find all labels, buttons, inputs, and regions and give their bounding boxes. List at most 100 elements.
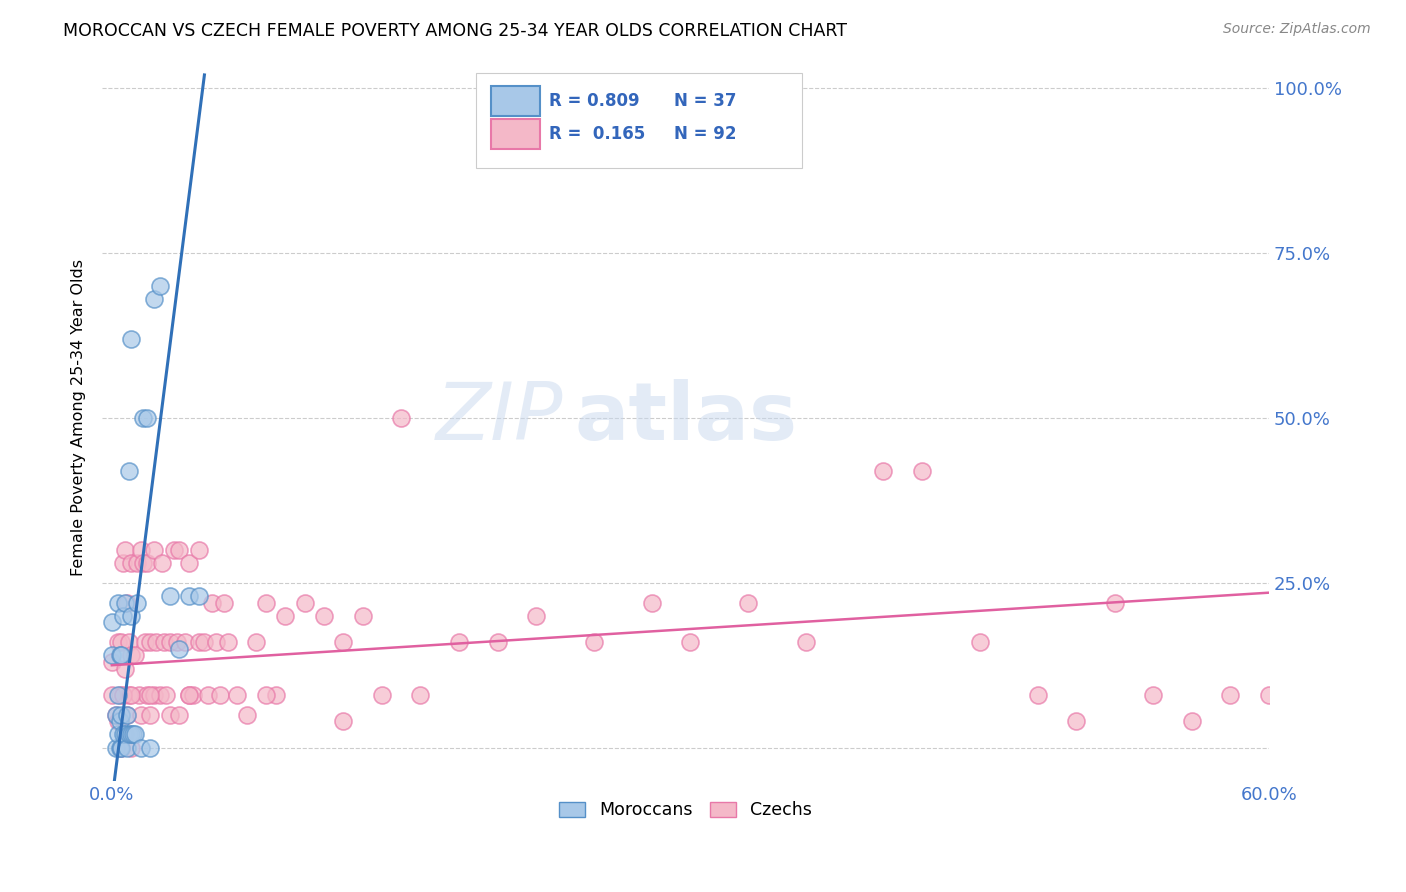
Point <box>101 615 124 630</box>
Point <box>107 714 129 729</box>
Point <box>294 596 316 610</box>
Point <box>101 648 124 663</box>
Point <box>312 608 335 623</box>
Point <box>1104 596 1126 610</box>
Point <box>582 635 605 649</box>
Point <box>177 688 200 702</box>
Point <box>104 707 127 722</box>
Point <box>911 464 934 478</box>
Point <box>129 707 152 722</box>
Text: N = 37: N = 37 <box>673 92 737 110</box>
Point <box>110 740 132 755</box>
Point <box>149 688 172 702</box>
Point <box>145 635 167 649</box>
Point <box>118 464 141 478</box>
Point <box>110 707 132 722</box>
Point <box>872 464 894 478</box>
Point <box>134 635 156 649</box>
Text: ZIP: ZIP <box>436 379 562 457</box>
Point <box>110 740 132 755</box>
Point <box>205 635 228 649</box>
Point <box>114 596 136 610</box>
Point <box>201 596 224 610</box>
Point <box>187 635 209 649</box>
Point <box>107 688 129 702</box>
Point <box>737 596 759 610</box>
Point <box>193 635 215 649</box>
Point <box>135 410 157 425</box>
Point <box>371 688 394 702</box>
Point <box>118 635 141 649</box>
Point <box>128 688 150 702</box>
Point <box>120 727 142 741</box>
Point <box>197 688 219 702</box>
Point <box>108 648 131 663</box>
Point <box>166 635 188 649</box>
Point <box>143 542 166 557</box>
Point <box>1026 688 1049 702</box>
Point <box>107 635 129 649</box>
Point <box>641 596 664 610</box>
Point <box>110 648 132 663</box>
Point <box>132 410 155 425</box>
Point <box>409 688 432 702</box>
Point <box>114 727 136 741</box>
Point <box>107 596 129 610</box>
Point <box>118 688 141 702</box>
Point <box>155 688 177 702</box>
Point <box>177 688 200 702</box>
Point <box>129 542 152 557</box>
Point <box>112 608 135 623</box>
Point <box>181 688 204 702</box>
Point <box>101 655 124 669</box>
Text: R = 0.809: R = 0.809 <box>550 92 640 110</box>
Point <box>1142 688 1164 702</box>
Legend: Moroccans, Czechs: Moroccans, Czechs <box>553 795 818 826</box>
Point <box>254 596 277 610</box>
Point <box>108 714 131 729</box>
Point <box>169 707 191 722</box>
Point <box>120 332 142 346</box>
Point <box>794 635 817 649</box>
Point <box>143 688 166 702</box>
Point <box>135 556 157 570</box>
Point <box>114 542 136 557</box>
Point <box>236 707 259 722</box>
Y-axis label: Female Poverty Among 25-34 Year Olds: Female Poverty Among 25-34 Year Olds <box>72 260 86 576</box>
Point <box>104 707 127 722</box>
FancyBboxPatch shape <box>475 73 803 168</box>
Point <box>177 556 200 570</box>
Point <box>101 688 124 702</box>
FancyBboxPatch shape <box>491 119 540 150</box>
Point <box>169 542 191 557</box>
Point <box>117 596 139 610</box>
Point <box>124 727 146 741</box>
Point <box>226 688 249 702</box>
Point <box>120 556 142 570</box>
Point <box>174 635 197 649</box>
Point <box>159 707 181 722</box>
Point <box>135 688 157 702</box>
Point <box>159 635 181 649</box>
Point <box>212 596 235 610</box>
Point <box>129 740 152 755</box>
Point <box>149 279 172 293</box>
Point <box>332 635 354 649</box>
Point <box>112 727 135 741</box>
Point <box>117 707 139 722</box>
Point <box>254 688 277 702</box>
Point <box>108 688 131 702</box>
Point <box>150 556 173 570</box>
Text: N = 92: N = 92 <box>673 125 737 144</box>
Point <box>107 727 129 741</box>
Point <box>187 542 209 557</box>
Point <box>969 635 991 649</box>
Point <box>114 661 136 675</box>
Text: atlas: atlas <box>575 379 797 457</box>
Text: MOROCCAN VS CZECH FEMALE POVERTY AMONG 25-34 YEAR OLDS CORRELATION CHART: MOROCCAN VS CZECH FEMALE POVERTY AMONG 2… <box>63 22 848 40</box>
Text: R =  0.165: R = 0.165 <box>550 125 645 144</box>
Point <box>120 740 142 755</box>
Point <box>1181 714 1204 729</box>
Point <box>352 608 374 623</box>
Point <box>208 688 231 702</box>
